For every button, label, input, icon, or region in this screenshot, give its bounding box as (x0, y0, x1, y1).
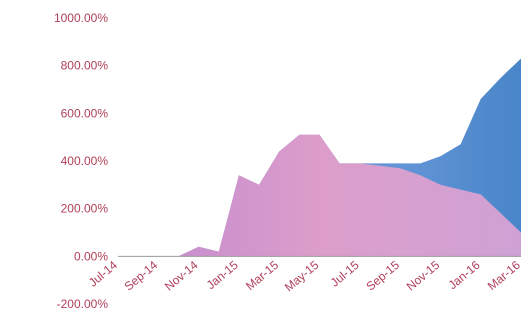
y-tick-label: 400.00% (61, 154, 109, 168)
x-tick-label: Nov-14 (162, 258, 201, 294)
x-axis-tick-labels: Jul-14 Sep-14 Nov-14 Jan-15 Mar-15 May-15 Jul-… (86, 258, 523, 295)
x-tick-label: Mar-15 (243, 258, 281, 293)
y-axis-tick-labels: -200.00% 0.00% 200.00% 400.00% 600.00% 800.00… (54, 11, 108, 311)
y-tick-label: 200.00% (61, 202, 109, 216)
y-tick-label: 1000.00% (54, 11, 108, 25)
series-2-area (118, 134, 521, 257)
y-tick-label: -200.00% (57, 297, 109, 311)
x-tick-label: Mar-16 (485, 258, 523, 293)
series-layer (118, 58, 521, 257)
x-tick-label: Sep-15 (363, 258, 402, 294)
x-tick-label: Jan-16 (446, 258, 483, 293)
x-tick-label: Jul-15 (328, 258, 362, 290)
x-tick-label: Nov-15 (404, 258, 443, 294)
x-tick-label: Sep-14 (122, 258, 161, 294)
y-tick-label: 600.00% (61, 106, 109, 120)
y-tick-label: 0.00% (74, 249, 108, 263)
x-tick-label: Jan-15 (204, 258, 241, 293)
y-tick-label: 800.00% (61, 59, 109, 73)
x-tick-label: May-15 (282, 258, 322, 295)
